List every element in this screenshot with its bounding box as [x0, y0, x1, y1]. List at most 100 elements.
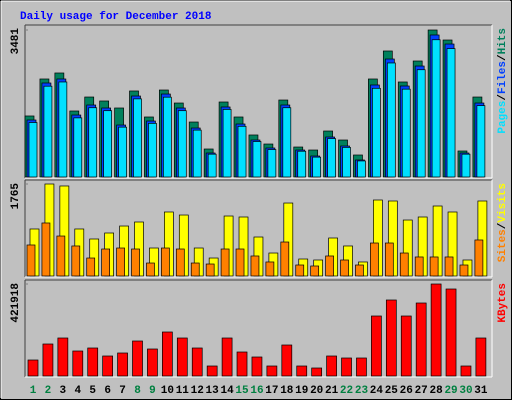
bar — [222, 109, 232, 178]
bar — [371, 315, 382, 377]
bar — [356, 357, 367, 377]
x-tick-label: 21 — [325, 385, 339, 397]
x-tick-label: 13 — [206, 385, 220, 397]
bar — [461, 153, 471, 178]
x-tick-label: 16 — [250, 385, 263, 397]
bar — [28, 122, 38, 178]
bar — [146, 262, 155, 277]
legend: Sites/Visits — [497, 183, 509, 262]
bar — [72, 350, 84, 377]
bar — [444, 256, 454, 277]
bar — [342, 147, 351, 178]
x-tick-label: 22 — [340, 385, 353, 397]
bar — [340, 259, 349, 277]
x-tick-label: 26 — [400, 385, 413, 397]
bar — [384, 242, 394, 277]
legend-entry: Files — [497, 61, 509, 94]
bar — [176, 337, 188, 377]
x-tick-label: 12 — [191, 385, 204, 397]
bar — [236, 351, 248, 377]
bar — [86, 257, 96, 277]
legend-separator: / — [497, 222, 509, 229]
bar — [474, 239, 484, 277]
x-tick-label: 10 — [161, 385, 174, 397]
bar — [192, 129, 202, 178]
bar — [190, 262, 200, 277]
x-tick-label: 24 — [370, 385, 384, 397]
bar — [431, 39, 441, 178]
bar — [460, 365, 472, 377]
x-tick-label: 8 — [134, 385, 141, 397]
legend-entry: Pages — [497, 101, 509, 134]
bar — [341, 357, 352, 377]
bar — [281, 344, 293, 377]
bar — [235, 248, 245, 277]
bar — [416, 69, 426, 178]
bar — [116, 247, 125, 277]
bar — [56, 235, 66, 277]
y-tick-label: 1765 — [10, 183, 22, 210]
y-tick-label: 3481 — [10, 28, 22, 55]
legend-separator: / — [497, 54, 509, 61]
bar — [295, 264, 305, 277]
bar — [415, 302, 427, 377]
bar — [148, 123, 157, 178]
bar — [297, 150, 307, 178]
x-tick-label: 5 — [89, 385, 96, 397]
bar — [310, 265, 320, 277]
bar — [266, 365, 278, 377]
x-tick-label: 19 — [295, 385, 308, 397]
bar — [372, 87, 381, 178]
bar — [43, 85, 53, 178]
bar — [237, 125, 247, 178]
x-tick-label: 9 — [149, 385, 156, 397]
bar — [26, 244, 36, 277]
bar — [163, 96, 172, 178]
bar — [101, 248, 111, 277]
bar — [88, 107, 98, 178]
bar — [312, 156, 322, 178]
bar — [205, 263, 215, 277]
bar — [400, 315, 412, 377]
bar — [280, 241, 290, 277]
x-tick-label: 17 — [265, 385, 278, 397]
bar — [73, 117, 83, 178]
bar — [311, 367, 323, 377]
bar — [162, 331, 173, 377]
bar — [41, 222, 51, 277]
bar — [147, 348, 158, 377]
bar — [191, 347, 203, 377]
x-tick-label: 31 — [474, 385, 488, 397]
bar — [401, 88, 411, 178]
bar — [282, 107, 292, 178]
x-tick-label: 7 — [119, 385, 126, 397]
bar — [177, 110, 187, 178]
bar — [220, 248, 230, 277]
bar — [414, 256, 424, 277]
x-tick-label: 20 — [310, 385, 323, 397]
bar — [71, 245, 81, 277]
x-tick-label: 28 — [430, 385, 444, 397]
bar — [250, 255, 260, 277]
x-tick-label: 15 — [235, 385, 249, 397]
bar — [252, 141, 262, 178]
bar — [103, 110, 113, 178]
bar — [429, 256, 439, 277]
bar — [385, 299, 397, 377]
x-tick-label: 25 — [385, 385, 399, 397]
bar — [57, 337, 69, 377]
bar — [445, 288, 457, 377]
x-tick-label: 29 — [444, 385, 457, 397]
legend-entry: KBytes — [497, 283, 509, 323]
x-tick-label: 3 — [60, 385, 67, 397]
bar — [27, 359, 39, 377]
bar — [207, 153, 217, 178]
bar — [267, 149, 277, 178]
bar — [327, 138, 336, 178]
x-tick-label: 23 — [355, 385, 369, 397]
x-tick-label: 6 — [104, 385, 111, 397]
legend: Pages/Files/Hits — [497, 28, 509, 134]
bar — [325, 255, 334, 277]
